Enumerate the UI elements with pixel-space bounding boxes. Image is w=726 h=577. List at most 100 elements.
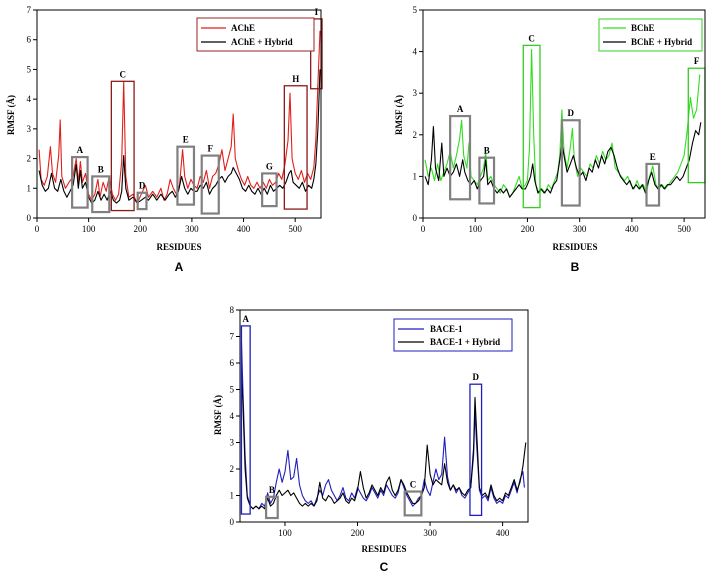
panel-a-xtick-label: 200: [134, 224, 148, 234]
panel-a-plot-frame: [36, 9, 322, 219]
panel-c-plot: A B C D 100 200 300 400 0 1 2 3 4 5 6 7 8: [230, 305, 529, 538]
panel-a-xtick-label: 0: [35, 224, 40, 234]
panel-a-ytick-label: 1: [27, 183, 32, 193]
panel-b-xtick-label: 0: [421, 224, 426, 234]
panel-a-region-label-e: E: [183, 135, 189, 145]
panel-a-series-2-line: [38, 69, 321, 204]
panel-c-legend-label-2: BACE-1 + Hybrid: [430, 337, 500, 347]
panel-a-region-box-g: [261, 172, 278, 208]
panel-c-ytick-label: 8: [230, 305, 235, 315]
panel-b-legend-label-1: BChE: [631, 23, 655, 33]
panel-a-xtick-label: 300: [185, 224, 199, 234]
panel-a-region-box-d: [136, 191, 148, 211]
panel-b-region-label-f: F: [694, 56, 700, 66]
panel-b-xtick-label: 200: [521, 224, 535, 234]
panel-c-label: C: [380, 560, 389, 574]
panel-a-region-box-e: [176, 145, 196, 206]
panel-b-region-label-a: A: [457, 104, 464, 114]
panel-a-region-box-a: [71, 155, 89, 209]
panel-a: A B C D E F G H I 0 100 200 300 400 500 0 1 2 3 4 5 6 7 RMSF (…: [6, 5, 323, 274]
panel-b-plot: A B C D E F 0 100 200 300 400 500 0 1 2 3 4 5: [413, 5, 706, 234]
panel-c-xtick-label: 400: [496, 528, 510, 538]
panel-a-ytick-label: 5: [27, 64, 32, 74]
panel-b-legend-box: [598, 18, 703, 52]
panel-b-ytick-label: 1: [413, 171, 418, 181]
panel-a-label: A: [175, 260, 184, 274]
panel-a-legend: AChE AChE + Hybrid: [196, 17, 315, 52]
panel-a-region-label-b: B: [98, 164, 104, 174]
panel-a-xtick-label: 400: [237, 224, 251, 234]
panel-a-region-label-h: H: [292, 74, 299, 84]
panel-a-region-label-a: A: [77, 145, 84, 155]
panel-b-region-box-b: [478, 156, 496, 205]
panel-a-legend-box: [196, 17, 315, 52]
panel-b-legend-label-2: BChE + Hybrid: [631, 37, 692, 47]
panel-c-region-label-b: B: [269, 485, 275, 495]
panel-a-region-box-c: [110, 80, 135, 212]
panel-a-ytick-label: 7: [27, 5, 32, 15]
panel-c-legend: BACE-1 BACE-1 + Hybrid: [393, 318, 513, 352]
panel-c-xlabel: RESIDUES: [361, 544, 406, 554]
panel-a-plot: A B C D E F G H I 0 100 200 300 400 500 0 1 2 3 4 5 6 7: [27, 5, 323, 234]
panel-b-region-label-e: E: [650, 152, 656, 162]
panel-b-xtick-label: 500: [677, 224, 691, 234]
panel-b: A B C D E F 0 100 200 300 400 500 0 1 2 3 4 5 RMSF (Å) RE…: [394, 5, 706, 274]
panel-a-ytick-label: 4: [27, 94, 32, 104]
panel-c-series-2-line: [240, 376, 527, 510]
panel-b-xlabel: RESIDUES: [552, 242, 597, 252]
panel-c-xtick-label: 100: [278, 528, 292, 538]
panel-a-xlabel: RESIDUES: [156, 242, 201, 252]
panel-c-ytick-label: 4: [230, 411, 235, 421]
panel-b-region-label-c: C: [528, 33, 535, 43]
panel-b-ytick-label: 4: [413, 47, 418, 57]
panel-c-legend-label-1: BACE-1: [430, 324, 463, 334]
panel-a-region-label-g: G: [266, 161, 273, 171]
panel-b-region-box-c: [522, 44, 541, 209]
panel-a-ytick-label: 3: [27, 124, 32, 134]
panel-c-region-box-b: [265, 495, 279, 520]
panel-c-ytick-label: 5: [230, 385, 235, 395]
panel-b-xtick-label: 100: [468, 224, 482, 234]
panel-c-ytick-label: 1: [230, 491, 235, 501]
panel-b-region-label-b: B: [484, 146, 490, 156]
panel-b-region-box-e: [645, 162, 661, 207]
panel-c-xtick-label: 300: [423, 528, 437, 538]
panel-c-ytick-label: 3: [230, 438, 235, 448]
panel-b-plot-frame: [422, 9, 706, 219]
panel-c-legend-box: [393, 318, 513, 352]
panel-a-ytick-label: 0: [27, 213, 32, 223]
panel-a-region-label-c: C: [119, 69, 126, 79]
panel-b-ylabel: RMSF (Å): [394, 95, 404, 135]
panel-b-ytick-label: 3: [413, 88, 418, 98]
panel-b-region-box-f: [687, 67, 706, 184]
panel-c-ytick-label: 6: [230, 358, 235, 368]
panel-b-xtick-label: 300: [573, 224, 587, 234]
panel-a-region-box-f: [200, 154, 220, 215]
panel-a-xtick-label: 500: [288, 224, 302, 234]
panel-c-ylabel: RMSF (Å): [213, 395, 223, 435]
panel-c-region-box-a: [240, 325, 251, 515]
panel-b-label: B: [571, 260, 580, 274]
panel-a-ylabel: RMSF (Å): [6, 95, 16, 135]
panel-b-xtick-label: 400: [625, 224, 639, 234]
panel-c-ytick-label: 0: [230, 517, 235, 527]
panel-a-xtick-label: 100: [82, 224, 96, 234]
panel-a-region-label-i: I: [315, 7, 319, 17]
panel-c-xtick-label: 200: [351, 528, 365, 538]
panel-a-ytick-label: 2: [27, 154, 32, 164]
panel-b-ytick-label: 5: [413, 5, 418, 15]
panel-c-ytick-label: 7: [230, 332, 235, 342]
panel-c-region-label-c: C: [410, 480, 417, 490]
panel-b-region-box-a: [449, 114, 472, 201]
panel-b-legend: BChE BChE + Hybrid: [598, 18, 703, 52]
panel-a-region-box-i: [310, 18, 323, 90]
panel-c-region-box-d: [469, 383, 483, 517]
panel-c: A B C D 100 200 300 400 0 1 2 3 4 5 6 7 8 RMSF (Å) RESID…: [213, 305, 529, 574]
panel-a-region-box-b: [91, 175, 111, 214]
panel-a-legend-label-2: AChE + Hybrid: [231, 37, 293, 47]
panel-a-region-box-h: [283, 85, 308, 210]
panel-c-region-label-d: D: [473, 372, 480, 382]
panel-a-region-label-d: D: [139, 181, 146, 191]
panel-a-region-label-f: F: [207, 144, 213, 154]
